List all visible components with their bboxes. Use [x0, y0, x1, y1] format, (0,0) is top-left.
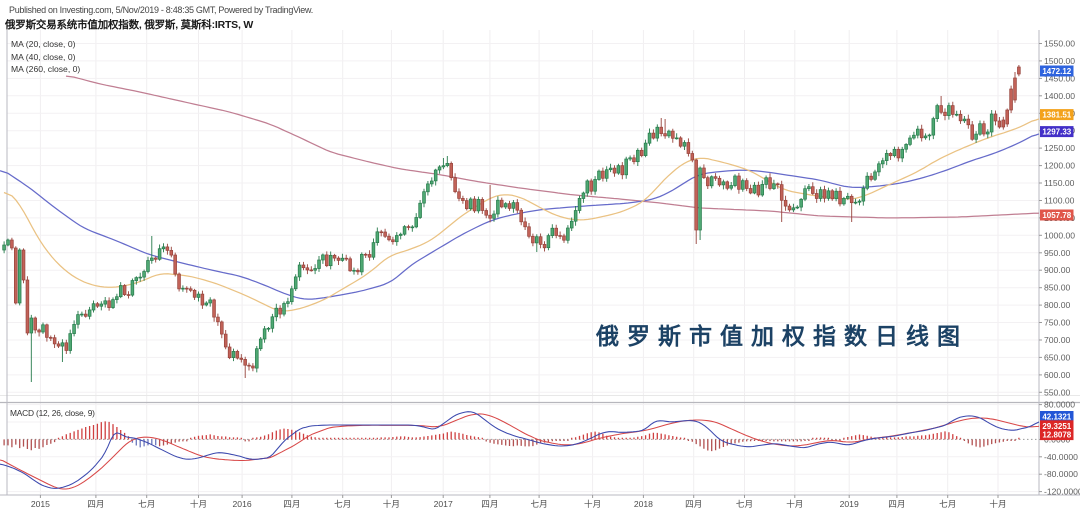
svg-text:MA (20, close, 0): MA (20, close, 0): [11, 39, 76, 49]
svg-text:12.8078: 12.8078: [1042, 431, 1071, 440]
svg-text:七月: 七月: [334, 499, 351, 509]
svg-text:42.1321: 42.1321: [1042, 413, 1071, 422]
svg-text:600.00: 600.00: [1044, 370, 1071, 380]
svg-text:700.00: 700.00: [1044, 335, 1071, 345]
svg-text:2017: 2017: [434, 499, 453, 509]
svg-text:1150.00: 1150.00: [1044, 178, 1075, 188]
svg-text:MACD (12, 26, close, 9): MACD (12, 26, close, 9): [10, 408, 95, 418]
svg-text:MA (40, close, 0): MA (40, close, 0): [11, 52, 76, 62]
svg-text:七月: 七月: [138, 499, 155, 509]
svg-text:1000.00: 1000.00: [1044, 230, 1075, 240]
svg-text:MA (260, close, 0): MA (260, close, 0): [11, 64, 80, 74]
svg-text:1057.78: 1057.78: [1042, 211, 1071, 220]
svg-text:1200.00: 1200.00: [1044, 161, 1075, 171]
svg-text:750.00: 750.00: [1044, 318, 1071, 328]
svg-text:四月: 四月: [481, 499, 498, 509]
svg-text:十月: 十月: [786, 498, 803, 509]
svg-text:1297.33: 1297.33: [1042, 128, 1071, 137]
svg-text:四月: 四月: [87, 499, 104, 509]
svg-text:650.00: 650.00: [1044, 352, 1071, 362]
svg-text:29.3251: 29.3251: [1042, 422, 1071, 431]
svg-text:1400.00: 1400.00: [1044, 91, 1075, 101]
svg-text:2015: 2015: [31, 499, 50, 509]
svg-text:1100.00: 1100.00: [1044, 196, 1075, 206]
svg-text:850.00: 850.00: [1044, 283, 1071, 293]
svg-text:-120.0000: -120.0000: [1044, 487, 1080, 497]
svg-text:2019: 2019: [840, 499, 859, 509]
svg-text:俄罗斯交易系统市值加权指数, 俄罗斯, 莫斯科:IRTS,: 俄罗斯交易系统市值加权指数, 俄罗斯, 莫斯科:IRTS, W: [4, 18, 253, 31]
svg-text:七月: 七月: [530, 499, 547, 509]
svg-text:900.00: 900.00: [1044, 265, 1071, 275]
svg-text:七月: 七月: [939, 499, 956, 509]
svg-text:950.00: 950.00: [1044, 248, 1071, 258]
svg-text:550.00: 550.00: [1044, 387, 1071, 397]
svg-text:十月: 十月: [383, 498, 400, 509]
svg-text:1550.00: 1550.00: [1044, 39, 1075, 49]
svg-text:800.00: 800.00: [1044, 300, 1071, 310]
svg-text:1250.00: 1250.00: [1044, 143, 1075, 153]
svg-text:1472.12: 1472.12: [1042, 67, 1071, 76]
svg-text:四月: 四月: [888, 499, 905, 509]
svg-text:2018: 2018: [634, 499, 653, 509]
svg-text:俄罗斯市值加权指数日线图: 俄罗斯市值加权指数日线图: [595, 323, 968, 349]
svg-text:-40.0000: -40.0000: [1044, 452, 1078, 462]
svg-text:1450.00: 1450.00: [1044, 73, 1075, 83]
svg-text:80.0000: 80.0000: [1044, 400, 1075, 410]
svg-text:1500.00: 1500.00: [1044, 56, 1075, 66]
svg-text:四月: 四月: [283, 499, 300, 509]
svg-text:2016: 2016: [233, 499, 252, 509]
svg-text:Published on Investing.com, 5/: Published on Investing.com, 5/Nov/2019 -…: [9, 5, 313, 15]
svg-text:1381.51: 1381.51: [1042, 111, 1071, 120]
svg-text:-80.0000: -80.0000: [1044, 469, 1078, 479]
svg-text:十月: 十月: [190, 498, 207, 509]
svg-text:十月: 十月: [584, 498, 601, 509]
svg-text:七月: 七月: [736, 499, 753, 509]
svg-text:四月: 四月: [685, 499, 702, 509]
svg-text:十月: 十月: [989, 498, 1006, 509]
